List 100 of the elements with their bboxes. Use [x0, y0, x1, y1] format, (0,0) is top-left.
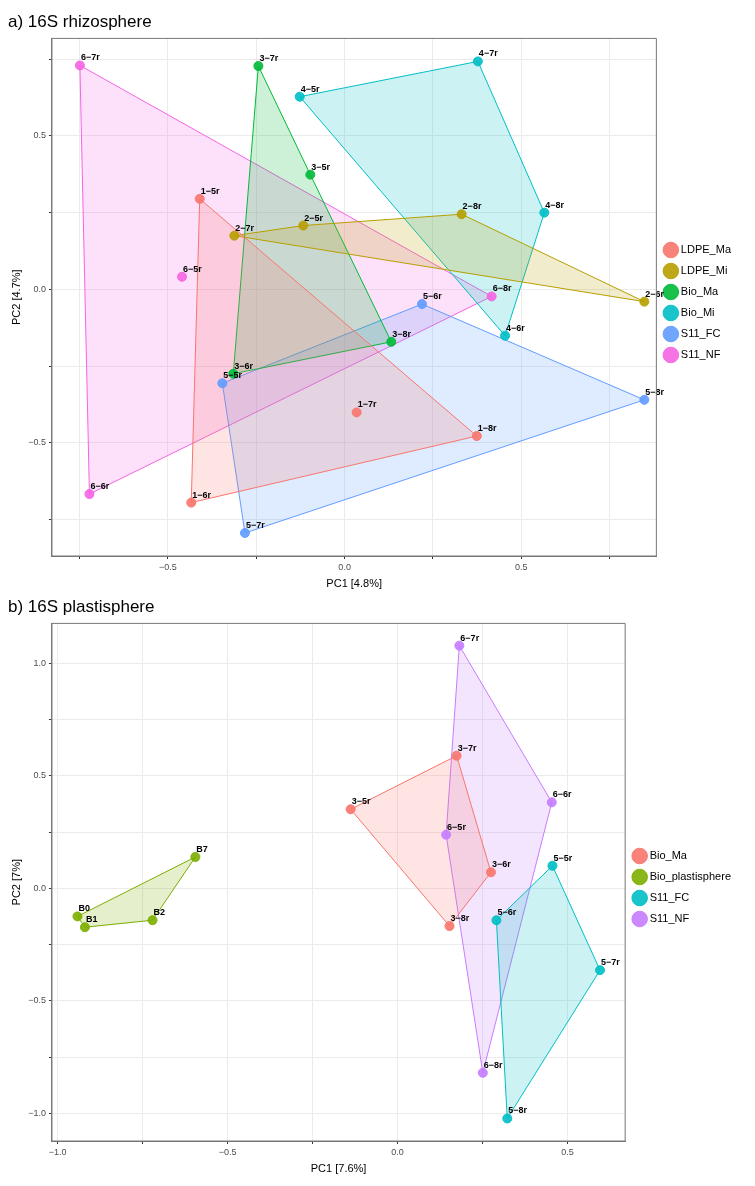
- point: [239, 527, 250, 538]
- point: [639, 394, 650, 405]
- data-label: 4−5r: [300, 83, 320, 94]
- point: [491, 915, 502, 926]
- legend-label: S11_FC: [680, 327, 721, 340]
- x-tick-label: 0.0: [338, 561, 351, 572]
- legend-label: S11_NF: [649, 912, 690, 925]
- y-tick-label: 0.0: [33, 882, 46, 893]
- x-tick-label: −0.5: [159, 561, 177, 572]
- point: [84, 489, 95, 500]
- point: [444, 921, 455, 932]
- y-tick-label: −1.0: [28, 1107, 46, 1118]
- point: [595, 965, 606, 976]
- point: [305, 169, 316, 180]
- data-label: 6−7r: [80, 52, 101, 63]
- data-label: 2−6r: [645, 288, 665, 299]
- data-label: 4−7r: [478, 48, 499, 59]
- point: [454, 640, 465, 651]
- data-label: 3−8r: [450, 913, 470, 924]
- point: [253, 61, 264, 72]
- point: [147, 915, 158, 926]
- point: [217, 378, 228, 389]
- point: [74, 60, 85, 71]
- data-label: 1−8r: [477, 423, 498, 434]
- x-tick-label: 0.5: [561, 1146, 574, 1157]
- x-axis-title: PC1 [7.6%]: [310, 1162, 367, 1175]
- data-label: B0: [78, 903, 90, 914]
- point: [177, 271, 188, 282]
- point: [186, 497, 197, 508]
- point: [639, 296, 650, 307]
- data-label: 3−5r: [311, 161, 331, 172]
- x-tick-label: 0.0: [391, 1146, 404, 1157]
- legend-label: Bio_Ma: [680, 285, 720, 298]
- point: [229, 230, 240, 241]
- y-tick-label: −0.5: [28, 437, 46, 448]
- legend-label: LDPE_Ma: [680, 243, 732, 256]
- data-label: 6−5r: [447, 821, 467, 832]
- data-label: 6−7r: [460, 632, 480, 643]
- point: [441, 829, 452, 840]
- legend-label: S11_NF: [680, 348, 721, 361]
- data-label: 1−7r: [357, 399, 377, 410]
- point: [477, 1067, 488, 1078]
- point: [472, 56, 483, 67]
- point: [486, 291, 497, 302]
- data-label: 6−6r: [552, 789, 573, 800]
- point: [298, 220, 309, 231]
- point: [502, 1113, 513, 1124]
- data-label: 5−7r: [245, 519, 266, 530]
- data-label: 3−8r: [392, 328, 412, 339]
- point: [190, 852, 201, 862]
- point: [79, 922, 90, 933]
- y-tick-label: 0.5: [33, 770, 46, 781]
- point: [485, 867, 496, 878]
- x-axis-title: PC1 [4.8%]: [326, 577, 382, 590]
- chart-title: a) 16S rhizosphere: [8, 11, 152, 31]
- chart-title: b) 16S plastisphere: [8, 596, 155, 616]
- point: [546, 797, 557, 808]
- data-label: 5−6r: [423, 291, 443, 302]
- data-label: 3−6r: [491, 859, 512, 870]
- legend-label: Bio_plastisphere: [649, 870, 732, 883]
- data-label: 6−8r: [483, 1059, 504, 1070]
- point: [386, 336, 397, 347]
- data-label: 1−6r: [192, 489, 212, 500]
- point: [194, 193, 205, 204]
- point: [500, 330, 511, 341]
- point: [539, 207, 550, 218]
- point: [345, 804, 356, 815]
- data-label: 3−7r: [457, 742, 477, 753]
- data-label: 6−8r: [492, 283, 512, 294]
- point: [451, 750, 462, 761]
- data-label: 3−6r: [234, 360, 254, 371]
- y-tick-label: 1.0: [33, 657, 46, 668]
- data-label: B1: [85, 914, 98, 925]
- point: [417, 299, 428, 310]
- data-label: B7: [196, 843, 208, 854]
- point: [351, 407, 362, 418]
- legend-label: Bio_Ma: [649, 849, 688, 862]
- y-tick-label: 0.5: [33, 130, 46, 141]
- data-label: 5−5r: [553, 852, 573, 863]
- point: [547, 860, 558, 871]
- legend-label: LDPE_Mi: [680, 264, 728, 277]
- data-label: 6−5r: [183, 263, 203, 274]
- y-axis-title: PC2 [4.7%]: [9, 269, 22, 326]
- point: [294, 91, 305, 102]
- legend-label: S11_FC: [649, 891, 690, 904]
- data-label: 4−8r: [545, 199, 565, 210]
- data-label: 1−5r: [200, 185, 220, 196]
- data-label: 3−7r: [259, 53, 279, 63]
- y-tick-label: −0.5: [28, 995, 46, 1006]
- legend-label: Bio_Mi: [680, 306, 715, 319]
- y-axis-title: PC2 [7%]: [9, 858, 22, 906]
- data-label: 3−5r: [351, 796, 371, 807]
- point: [456, 209, 467, 220]
- y-tick-label: 0.0: [33, 283, 46, 294]
- data-label: 2−5r: [304, 212, 324, 223]
- x-tick-label: −1.0: [48, 1146, 67, 1157]
- data-label: 2−7r: [235, 222, 255, 233]
- data-label: 5−7r: [601, 957, 621, 968]
- x-tick-label: −0.5: [218, 1146, 237, 1157]
- data-label: 2−8r: [462, 201, 482, 212]
